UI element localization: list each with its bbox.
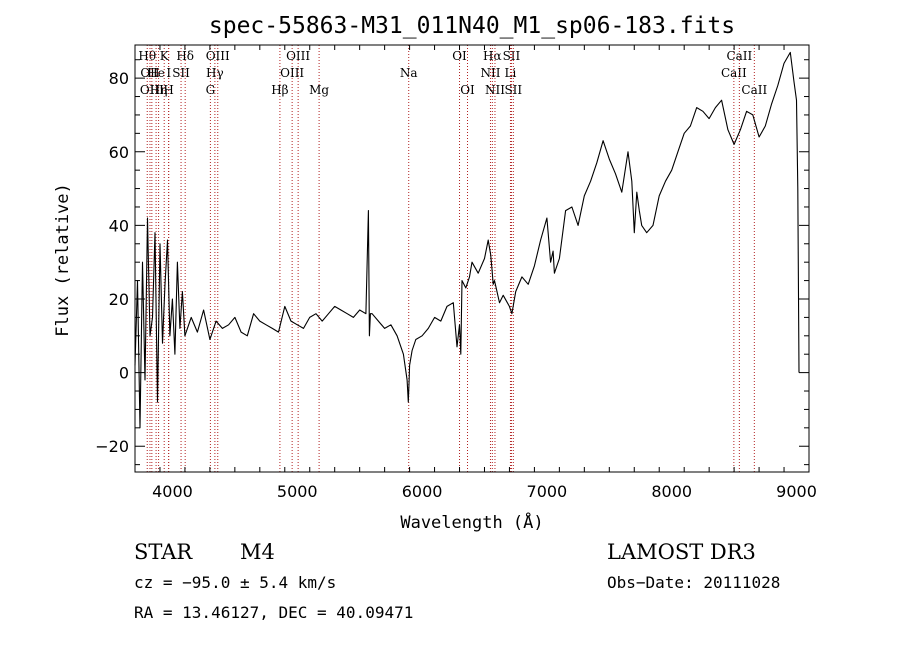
x-tick-label: 8000	[651, 482, 692, 501]
redshift-velocity: cz = −95.0 ± 5.4 km/s	[134, 573, 337, 592]
line-marker-label: OII	[140, 66, 160, 80]
line-marker-label: SII	[172, 66, 190, 80]
sky-coordinates: RA = 13.46127, DEC = 40.09471	[134, 603, 414, 622]
line-marker-label: Hβ	[271, 83, 288, 97]
line-marker-label: OIII	[280, 66, 304, 80]
y-tick-label: −20	[95, 437, 129, 456]
y-tick-label: 20	[109, 290, 129, 309]
line-marker-label: NII	[480, 66, 500, 80]
line-marker-label: OI	[452, 49, 467, 63]
axis-ticks: 4000 5000 6000 7000 8000 9000 −20 0 20 40 60 80	[95, 45, 817, 501]
object-class: STAR	[134, 540, 193, 564]
line-marker-label: Hα	[483, 49, 502, 63]
line-marker-label: He	[147, 66, 165, 80]
line-marker-label: Li	[505, 66, 517, 80]
line-marker-label: SII	[503, 49, 521, 63]
line-marker-label: OIII	[286, 49, 310, 63]
flux-series-line	[134, 51, 800, 429]
line-marker-label: NII	[485, 83, 505, 97]
line-marker-label: I	[166, 66, 171, 80]
line-marker-label: CaII	[726, 49, 752, 63]
survey-name: LAMOST DR3	[607, 540, 756, 564]
x-tick-label: 7000	[527, 482, 568, 501]
chart-title: spec-55863-M31_011N40_M1_sp06-183.fits	[209, 13, 735, 39]
observation-date: Obs−Date: 20111028	[607, 573, 781, 592]
line-marker-label: CaII	[721, 66, 747, 80]
line-marker-label: OI	[460, 83, 475, 97]
line-marker-label: Mg	[309, 83, 329, 97]
line-marker-label: K	[160, 49, 170, 63]
line-marker-label: Hθ	[138, 49, 156, 63]
line-marker-label: Hγ	[206, 66, 224, 80]
y-axis-label: Flux (relative)	[53, 183, 73, 337]
line-marker-label: OIII	[140, 83, 164, 97]
x-tick-label: 4000	[152, 482, 193, 501]
line-marker-label: OIII	[206, 49, 230, 63]
y-tick-label: 60	[109, 143, 129, 162]
plot-frame	[134, 44, 810, 473]
line-marker-label: CaII	[741, 83, 767, 97]
y-tick-label: 40	[109, 216, 129, 235]
x-tick-label: 9000	[776, 482, 817, 501]
spectral-subclass: M4	[240, 540, 275, 564]
line-marker-label: Hη	[150, 83, 168, 97]
line-marker-label: G	[206, 83, 216, 97]
y-tick-label: 0	[119, 364, 129, 383]
x-axis-label: Wavelength (Å)	[400, 511, 543, 533]
line-marker-label: Hδ	[176, 49, 194, 63]
y-tick-label: 80	[109, 69, 129, 88]
x-tick-label: 6000	[402, 482, 443, 501]
line-marker-label: SII	[504, 83, 522, 97]
x-tick-label: 5000	[277, 482, 318, 501]
line-marker-label: Na	[400, 66, 418, 80]
